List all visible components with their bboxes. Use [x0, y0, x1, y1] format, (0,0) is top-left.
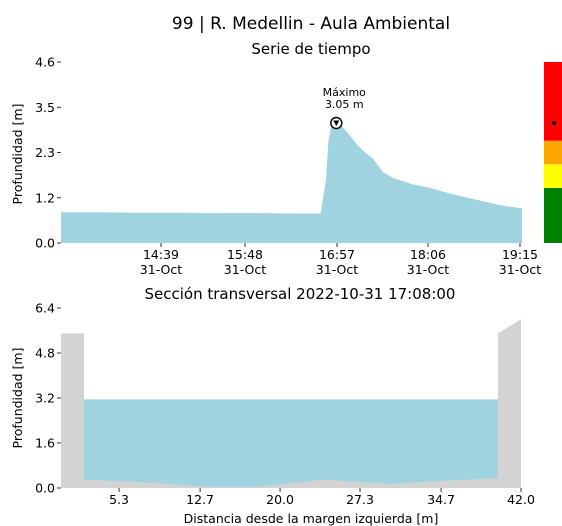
level-segment-yellow: [544, 164, 562, 188]
max-marker-triangle: [333, 120, 340, 126]
ytick-label: 3.2: [35, 391, 55, 406]
xtick-time: 14:39: [143, 247, 179, 262]
ytick-label: 0.0: [35, 481, 55, 496]
xtick-label: 12.7: [186, 492, 214, 507]
level-segment-green: [544, 187, 562, 243]
cross-section-xlabel: Distancia desde la margen izquierda [m]: [184, 511, 439, 526]
xtick-label: 20.0: [266, 492, 294, 507]
time-series-area: [61, 123, 522, 243]
ytick-label: 6.4: [35, 301, 55, 316]
cross-section-chart: Sección transversal 2022-10-31 17:08:00 …: [10, 285, 535, 526]
xtick-label: 42.0: [507, 492, 535, 507]
level-marker: [552, 120, 556, 125]
figure-title: 99 | R. Medellin - Aula Ambiental: [172, 14, 450, 34]
xtick-date: 31-Oct: [316, 262, 358, 277]
xtick-label: 5.3: [109, 492, 129, 507]
cross-section-title: Sección transversal 2022-10-31 17:08:00: [145, 285, 456, 303]
left-bank: [61, 333, 84, 488]
ytick-label: 0.0: [35, 236, 55, 251]
xtick-label: 34.7: [427, 492, 455, 507]
level-segment-orange: [544, 140, 562, 165]
xtick-time: 18:06: [410, 247, 446, 262]
ytick-label: 1.6: [35, 436, 55, 451]
ytick-label: 3.5: [35, 100, 55, 115]
bed-ground: [84, 478, 498, 488]
max-value: 3.05 m: [325, 98, 364, 111]
max-annotation: Máximo 3.05 m: [323, 86, 367, 130]
ytick-label: 4.6: [35, 55, 55, 70]
level-segment-red: [544, 62, 562, 141]
ytick-label: 1.2: [35, 190, 55, 205]
time-series-chart: Serie de tiempo Profundidad [m] 0.0 1.2 2.…: [10, 40, 562, 277]
xtick-label: 27.3: [346, 492, 374, 507]
xtick-date: 31-Oct: [224, 262, 266, 277]
xtick-date: 31-Oct: [499, 262, 541, 277]
time-series-ylabel: Profundidad [m]: [10, 104, 25, 205]
level-bar: [544, 62, 562, 243]
water-area: [84, 399, 498, 488]
time-series-title: Serie de tiempo: [251, 40, 370, 58]
xtick-date: 31-Oct: [140, 262, 182, 277]
cross-section-ylabel: Profundidad [m]: [10, 348, 25, 449]
ytick-label: 4.8: [35, 346, 55, 361]
max-label: Máximo: [323, 86, 367, 99]
xtick-date: 31-Oct: [407, 262, 449, 277]
right-bank: [498, 319, 521, 488]
ytick-label: 2.3: [35, 145, 55, 160]
xtick-time: 16:57: [319, 247, 355, 262]
xtick-time: 15:48: [227, 247, 263, 262]
xtick-time: 19:15: [502, 247, 538, 262]
